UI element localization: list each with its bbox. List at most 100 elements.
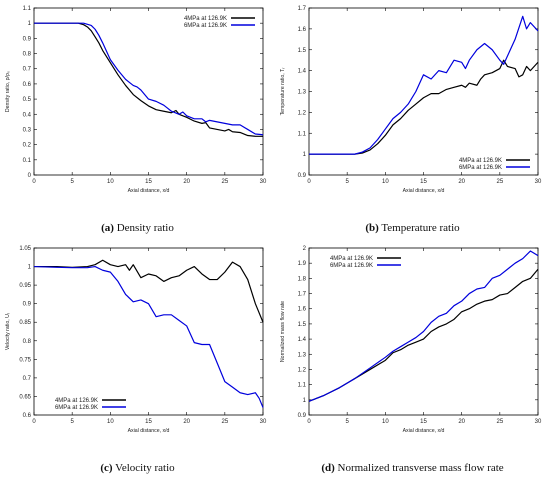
- y-tick-label: 1.1: [23, 6, 32, 12]
- y-axis-label: Density ratio, ρ/ρ₀: [5, 71, 11, 112]
- y-tick-label: 0.85: [19, 320, 31, 326]
- x-tick-label: 20: [183, 419, 190, 425]
- y-tick-label: 1.7: [298, 292, 307, 298]
- y-tick-label: 1.7: [298, 6, 307, 12]
- caption-text: Density ratio: [113, 222, 174, 234]
- x-tick-label: 20: [458, 179, 465, 185]
- x-tick-label: 5: [345, 419, 349, 425]
- y-tick-label: 1.8: [298, 276, 307, 282]
- y-tick-label: 1.5: [298, 48, 307, 54]
- legend-label-1: 4MPa at 126.9K: [184, 16, 227, 22]
- legend-label-2: 6MPa at 126.9K: [330, 263, 373, 269]
- y-tick-label: 0.3: [23, 127, 32, 133]
- y-tick-label: 0.9: [23, 302, 32, 308]
- y-tick-label: 0.6: [23, 82, 32, 88]
- y-tick-label: 1: [28, 21, 32, 27]
- chart-temperature-ratio: 0 5 10 15 20 25 30 0.9 1 1.1 1.2 1.3 1.4 1.5 1.6 1.7 Axi…: [280, 6, 542, 194]
- y-tick-label: 1.6: [298, 307, 307, 313]
- panel-temperature-ratio: 0 5 10 15 20 25 30 0.9 1 1.1 1.2 1.3 1.4 1.5 1.6 1.7 Axi…: [275, 0, 550, 239]
- caption-mass-flow-rate: (d) Normalized transverse mass flow rate: [275, 462, 550, 474]
- x-tick-label: 30: [260, 419, 267, 425]
- y-tick-label: 2: [303, 246, 307, 252]
- x-tick-label: 25: [221, 419, 228, 425]
- legend-label-2: 6MPa at 126.9K: [55, 405, 98, 411]
- caption-temperature-ratio: (b) Temperature ratio: [275, 222, 550, 234]
- y-tick-label: 1.5: [298, 322, 307, 328]
- x-tick-label: 10: [107, 419, 114, 425]
- series-line-1: [34, 22, 263, 137]
- x-tick-label: 10: [382, 419, 389, 425]
- y-tick-label: 0: [28, 173, 32, 179]
- x-tick-label: 0: [307, 419, 311, 425]
- y-tick-label: 0.65: [19, 394, 31, 400]
- series-line-1: [308, 268, 539, 402]
- x-tick-label: 5: [70, 179, 74, 185]
- x-tick-label: 15: [145, 179, 152, 185]
- x-tick-label: 25: [221, 179, 228, 185]
- y-tick-label: 1.9: [298, 261, 307, 267]
- x-axis-label: Axial distance, x/d: [128, 428, 170, 434]
- caption-letter: (b): [365, 222, 379, 234]
- y-tick-label: 0.8: [23, 52, 32, 58]
- caption-text: Temperature ratio: [378, 222, 460, 234]
- x-tick-label: 30: [260, 179, 267, 185]
- caption-text: Normalized transverse mass flow rate: [334, 462, 504, 474]
- caption-letter: (d): [321, 462, 335, 474]
- y-axis-label: Normalized mass flow rate: [280, 301, 286, 362]
- y-tick-label: 0.9: [298, 173, 307, 179]
- x-tick-label: 30: [535, 179, 542, 185]
- y-tick-label: 1.6: [298, 27, 307, 33]
- y-tick-label: 1.1: [298, 131, 307, 137]
- x-tick-label: 25: [496, 179, 503, 185]
- y-axis-label: Temperature ratio, Tᵣ: [280, 67, 286, 116]
- y-tick-label: 0.1: [23, 158, 32, 164]
- legend-label-1: 4MPa at 126.9K: [55, 398, 98, 404]
- x-tick-label: 15: [420, 419, 427, 425]
- y-tick-label: 1.1: [298, 383, 307, 389]
- x-tick-label: 25: [496, 419, 503, 425]
- series-line-2: [33, 265, 264, 408]
- series-line-2: [308, 250, 539, 402]
- y-tick-label: 1.2: [298, 367, 307, 373]
- panel-density-ratio: 0 5 10 15 20 25 30 0 0.1 0.2 0.3 0.4 0.5 0.6 0.7 0.8 0.9…: [0, 0, 275, 239]
- chart-mass-flow-rate: 0 5 10 15 20 25 30 0.9 1 1.1 1.2 1.3 1.4 1.5 1.6 1.7 1.8…: [280, 246, 542, 434]
- x-tick-label: 15: [145, 419, 152, 425]
- plot-frame: [33, 247, 264, 416]
- y-tick-label: 0.8: [23, 339, 32, 345]
- series-line-2: [309, 15, 539, 155]
- legend-label-2: 6MPa at 126.9K: [459, 165, 502, 171]
- y-tick-label: 0.2: [23, 143, 32, 149]
- caption-letter: (a): [101, 222, 114, 234]
- panel-velocity-ratio: 0 5 10 15 20 25 30 0.6 0.65 0.7 0.75 0.8 0.85 0.9 0.95…: [0, 240, 275, 479]
- series-line-1: [34, 259, 264, 323]
- y-tick-label: 0.75: [19, 357, 31, 363]
- x-tick-label: 20: [458, 419, 465, 425]
- y-axis-label: Velocity ratio, Uᵣ: [5, 312, 11, 350]
- plot-frame: [308, 7, 539, 176]
- x-axis-label: Axial distance, x/d: [403, 188, 445, 194]
- x-tick-label: 15: [420, 179, 427, 185]
- x-tick-label: 0: [32, 419, 36, 425]
- y-tick-label: 1.3: [298, 352, 307, 358]
- y-tick-label: 1.05: [19, 246, 31, 252]
- y-tick-label: 0.5: [23, 97, 32, 103]
- legend-label-1: 4MPa at 126.9K: [459, 158, 502, 164]
- caption-text: Velocity ratio: [112, 462, 175, 474]
- y-tick-label: 1.3: [298, 90, 307, 96]
- y-tick-label: 1: [28, 265, 32, 271]
- y-tick-label: 0.7: [23, 376, 32, 382]
- series-line-1: [309, 59, 539, 155]
- caption-letter: (c): [100, 462, 113, 474]
- y-tick-label: 0.7: [23, 67, 32, 73]
- caption-velocity-ratio: (c) Velocity ratio: [0, 462, 275, 474]
- y-tick-label: 1: [303, 398, 307, 404]
- x-tick-label: 20: [183, 179, 190, 185]
- legend-label-1: 4MPa at 126.9K: [330, 256, 373, 262]
- x-tick-label: 5: [345, 179, 349, 185]
- y-tick-label: 1: [303, 152, 307, 158]
- chart-density-ratio: 0 5 10 15 20 25 30 0 0.1 0.2 0.3 0.4 0.5 0.6 0.7 0.8 0.9…: [5, 6, 267, 194]
